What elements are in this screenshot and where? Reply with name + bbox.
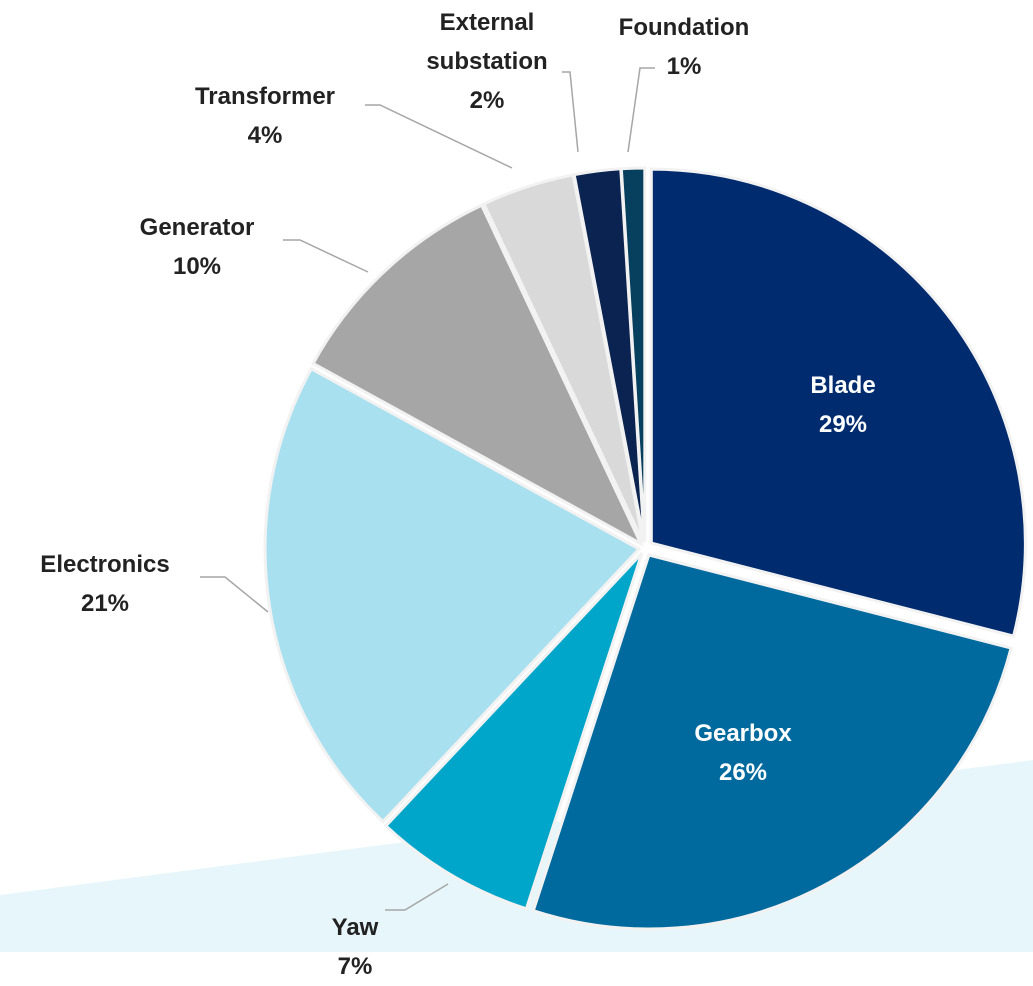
slices xyxy=(263,166,1027,931)
value-label: 29% xyxy=(818,411,868,438)
value-label: 10% xyxy=(172,253,222,280)
category-label: Electronics xyxy=(40,551,170,578)
slice-label: Yaw 7% xyxy=(332,908,379,986)
category-label: Yaw xyxy=(331,914,379,941)
slice-label: Blade 29% xyxy=(810,366,875,444)
leader-line xyxy=(627,67,655,153)
slice-label: Generator 10% xyxy=(140,208,255,286)
slice-label: Electronics 21% xyxy=(40,545,169,623)
value-label: 2% xyxy=(469,87,505,114)
slice-label: Transformer 4% xyxy=(195,77,335,155)
pie-slice xyxy=(383,552,644,911)
page: (() => { const data = JSON.parse(documen… xyxy=(0,3,1033,980)
value-label: 7% xyxy=(337,953,373,980)
slice-label: Gearbox 26% xyxy=(694,714,791,792)
leader-line xyxy=(385,883,449,911)
pie-slice xyxy=(311,203,645,548)
leader-line xyxy=(562,71,579,153)
slice-label: Foundation 1% xyxy=(619,8,750,86)
pie-slice xyxy=(649,167,1027,638)
pie-slice xyxy=(619,166,647,543)
chart xyxy=(0,67,1033,952)
value-label: 26% xyxy=(718,759,768,786)
category-label: Foundation xyxy=(618,14,750,41)
category-label: External substation xyxy=(426,9,548,75)
leader-line xyxy=(365,104,513,169)
category-label: Gearbox xyxy=(694,720,792,747)
pie-slice xyxy=(263,366,642,824)
leader-lines xyxy=(200,67,655,911)
pie-slice xyxy=(531,553,1013,931)
leader-line xyxy=(283,239,369,273)
value-label: 21% xyxy=(80,590,130,617)
category-label: Blade xyxy=(810,372,876,399)
leader-line xyxy=(200,576,269,613)
value-label: 1% xyxy=(666,53,702,80)
slice-label: External substation 2% xyxy=(412,3,562,120)
category-label: Transformer xyxy=(194,83,336,110)
value-label: 4% xyxy=(247,122,283,149)
category-label: Generator xyxy=(139,214,255,241)
